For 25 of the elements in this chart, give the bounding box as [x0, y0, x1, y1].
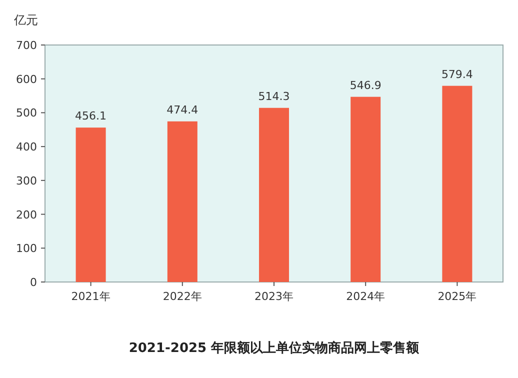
data-label: 546.9 [350, 78, 382, 92]
data-label: 474.4 [166, 103, 198, 116]
y-tick-label: 400 [16, 140, 37, 154]
text: 2021-2025 年限额以上单位实物商品网上零售额 [128, 340, 420, 356]
x-tick-label: 2022年 [162, 290, 202, 303]
bar [76, 128, 106, 282]
y-tick-label: 600 [16, 72, 37, 86]
bar [442, 86, 472, 282]
y-tick-label: 200 [16, 208, 37, 222]
bar [167, 121, 198, 282]
x-tick-label: 2023年 [254, 290, 294, 303]
y-axis-title: 亿元 [13, 13, 38, 27]
data-label: 579.4 [441, 68, 473, 81]
x-tick-label: 2025年 [438, 290, 477, 303]
data-label: 514.3 [258, 90, 290, 103]
bar [259, 108, 289, 282]
data-label: 456.1 [75, 110, 107, 123]
y-tick-label: 500 [16, 106, 37, 120]
x-tick-label: 2021年 [71, 290, 110, 303]
y-tick-label: 100 [16, 242, 37, 256]
bar [350, 96, 381, 282]
y-tick-label: 300 [16, 174, 37, 188]
x-tick-label: 2024年 [346, 290, 386, 303]
y-tick-label: 700 [16, 39, 37, 52]
y-tick-label: 0 [30, 276, 37, 289]
